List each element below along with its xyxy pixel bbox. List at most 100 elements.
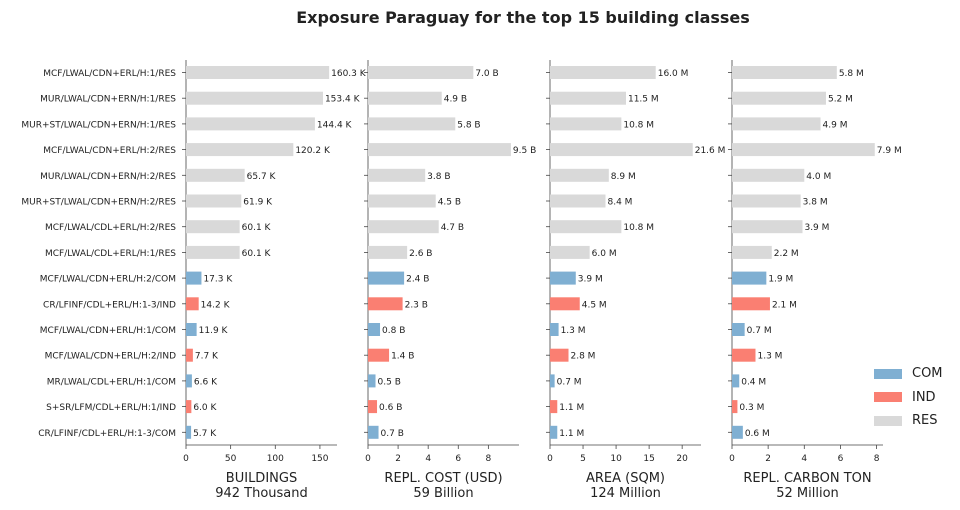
panel-4-bar-s-sr-lfm-cdl-erl-h-1-ind bbox=[732, 400, 738, 414]
panel-1-bar-mur-st-lwal-cdn-ern-h-1-res bbox=[186, 117, 315, 131]
panel-2-value-label: 4.7 B bbox=[441, 223, 464, 233]
panel-3-bar-mcf-lwal-cdl-erl-h-2-res bbox=[550, 220, 622, 234]
category-label-mcf-lwal-cdn-erl-h-2-ind: MCF/LWAL/CDN+ERL/H:2/IND bbox=[45, 352, 176, 362]
panel-3-x-tick-label: 5 bbox=[580, 454, 586, 464]
panel-2-value-label: 0.7 B bbox=[381, 429, 404, 439]
panel-4-value-label: 0.4 M bbox=[741, 377, 766, 387]
panel-4-bar-mcf-lwal-cdn-erl-h-2-ind bbox=[732, 348, 756, 362]
panel-4-value-label: 7.9 M bbox=[877, 146, 902, 156]
panel-4-value-label: 2.2 M bbox=[774, 249, 799, 259]
panel-4-bar-mcf-lwal-cdn-erl-h-1-com bbox=[732, 323, 745, 336]
legend-item-ind: IND bbox=[874, 386, 943, 410]
panel-3-value-label: 8.9 M bbox=[611, 172, 636, 182]
panel-2-value-label: 5.8 B bbox=[457, 120, 480, 130]
legend-swatch-ind bbox=[874, 392, 902, 403]
panel-2-bar-mr-lwal-cdl-erl-h-1-com bbox=[368, 374, 376, 388]
panel-1-x-tick-label: 0 bbox=[183, 454, 189, 464]
panel-2-value-label: 0.6 B bbox=[379, 403, 402, 413]
panel-2-bar-mcf-lwal-cdn-erl-h-1-com bbox=[368, 323, 381, 336]
panel-4-x-tick-label: 8 bbox=[874, 454, 880, 464]
panel-3-x-tick-label: 0 bbox=[547, 454, 553, 464]
panel-1-value-label: 160.3 K bbox=[331, 69, 367, 79]
panel-4-bar-cr-lfinf-cdl-erl-h-1-3-ind bbox=[732, 297, 770, 311]
panel-1-bar-mcf-lwal-cdn-erl-h-2-ind bbox=[186, 348, 193, 362]
panel-4-x-tick-label: 6 bbox=[838, 454, 844, 464]
panel-3-bar-mcf-lwal-cdn-erl-h-2-res bbox=[550, 143, 693, 157]
legend-item-com: COM bbox=[874, 362, 943, 386]
panel-3-bar-mcf-lwal-cdn-erl-h-2-com bbox=[550, 271, 576, 285]
panel-2-bar-mcf-lwal-cdn-erl-h-2-ind bbox=[368, 348, 390, 362]
panel-2-bar-mcf-lwal-cdn-erl-h-2-res bbox=[368, 143, 511, 157]
panel-3-value-label: 8.4 M bbox=[608, 198, 633, 208]
panel-1-value-label: 6.6 K bbox=[194, 377, 218, 387]
panel-2-bar-mcf-lwal-cdl-erl-h-2-res bbox=[368, 220, 439, 234]
legend-swatch-res bbox=[874, 415, 902, 426]
panel-2-bar-mur-lwal-cdn-ern-h-1-res bbox=[368, 91, 442, 105]
panel-1-x-tick-label: 150 bbox=[311, 454, 328, 464]
category-label-mr-lwal-cdl-erl-h-1-com: MR/LWAL/CDL+ERL/H:1/COM bbox=[47, 377, 176, 387]
panel-3-value-label: 21.6 M bbox=[695, 146, 726, 156]
panel-3-value-label: 10.8 M bbox=[623, 120, 654, 130]
panel-4-x-tick-label: 0 bbox=[729, 454, 735, 464]
panel-4-bar-mcf-lwal-cdl-erl-h-2-res bbox=[732, 220, 803, 234]
category-label-mur-st-lwal-cdn-ern-h-1-res: MUR+ST/LWAL/CDN+ERN/H:1/RES bbox=[21, 120, 176, 130]
panel-2-bar-mcf-lwal-cdn-erl-h-2-com bbox=[368, 271, 405, 285]
legend-item-res: RES bbox=[874, 409, 943, 433]
panel-2-value-label: 2.3 B bbox=[405, 300, 428, 310]
category-label-cr-lfinf-cdl-erl-h-1-3-ind: CR/LFINF/CDL+ERL/H:1-3/IND bbox=[43, 300, 176, 310]
panel-2-bar-mur-lwal-cdn-ern-h-2-res bbox=[368, 168, 426, 182]
panel-4-value-label: 4.9 M bbox=[823, 120, 848, 130]
panel-3-value-label: 6.0 M bbox=[592, 249, 617, 259]
panel-4-bar-mur-lwal-cdn-ern-h-2-res bbox=[732, 168, 805, 182]
panel-3-value-label: 11.5 M bbox=[628, 95, 659, 105]
panel-2-x-tick-label: 2 bbox=[395, 454, 401, 464]
panel-3-x-tick-label: 20 bbox=[676, 454, 688, 464]
panel-3-total: 124 Million bbox=[590, 486, 661, 501]
panel-4-bar-mr-lwal-cdl-erl-h-1-com bbox=[732, 374, 740, 388]
category-label-mcf-lwal-cdn-erl-h-2-com: MCF/LWAL/CDN+ERL/H:2/COM bbox=[40, 275, 176, 285]
panel-2-value-label: 0.5 B bbox=[378, 377, 401, 387]
panel-1-value-label: 153.4 K bbox=[325, 95, 361, 105]
panel-2-bar-mur-st-lwal-cdn-ern-h-1-res bbox=[368, 117, 456, 131]
panel-3-bar-mur-st-lwal-cdn-ern-h-1-res bbox=[550, 117, 622, 131]
panel-1-bar-cr-lfinf-cdl-erl-h-1-3-com bbox=[186, 425, 192, 439]
panel-4-value-label: 0.3 M bbox=[739, 403, 764, 413]
chart-title: Exposure Paraguay for the top 15 buildin… bbox=[296, 8, 750, 27]
panel-1-bar-mcf-lwal-cdn-erl-h-1-res bbox=[186, 66, 330, 79]
category-label-mcf-lwal-cdn-erl-h-2-res: MCF/LWAL/CDN+ERL/H:2/RES bbox=[43, 146, 176, 156]
category-label-mcf-lwal-cdn-erl-h-1-com: MCF/LWAL/CDN+ERL/H:1/COM bbox=[40, 326, 176, 336]
panel-2-value-label: 9.5 B bbox=[513, 146, 536, 156]
panel-2-value-label: 1.4 B bbox=[391, 352, 414, 362]
panel-1-bar-s-sr-lfm-cdl-erl-h-1-ind bbox=[186, 400, 192, 414]
panel-1-value-label: 144.4 K bbox=[317, 120, 353, 130]
panel-3-bar-cr-lfinf-cdl-erl-h-1-3-ind bbox=[550, 297, 580, 311]
panel-3-bar-cr-lfinf-cdl-erl-h-1-3-com bbox=[550, 425, 558, 439]
panel-4-total: 52 Million bbox=[776, 486, 839, 501]
legend-label-com: COM bbox=[912, 366, 943, 382]
category-label-s-sr-lfm-cdl-erl-h-1-ind: S+SR/LFM/CDL+ERL/H:1/IND bbox=[46, 403, 176, 413]
panel-3-bar-mcf-lwal-cdn-erl-h-1-com bbox=[550, 323, 559, 336]
panel-2-bar-cr-lfinf-cdl-erl-h-1-3-ind bbox=[368, 297, 403, 311]
panel-1-value-label: 65.7 K bbox=[247, 172, 277, 182]
panel-4-bar-mcf-lwal-cdn-erl-h-1-res bbox=[732, 66, 837, 79]
panel-4-x-tick-label: 4 bbox=[801, 454, 807, 464]
panel-3-x-tick-label: 15 bbox=[643, 454, 654, 464]
panel-4-bar-mcf-lwal-cdl-erl-h-1-res bbox=[732, 245, 772, 259]
panel-1-value-label: 7.7 K bbox=[195, 352, 219, 362]
panel-2-bar-mcf-lwal-cdn-erl-h-1-res bbox=[368, 66, 474, 79]
panel-2-x-tick-label: 4 bbox=[425, 454, 431, 464]
panel-4-value-label: 0.7 M bbox=[747, 326, 772, 336]
panel-4-bar-mcf-lwal-cdn-erl-h-2-res bbox=[732, 143, 875, 157]
panel-2-value-label: 0.8 B bbox=[382, 326, 405, 336]
panel-1-bar-mur-lwal-cdn-ern-h-2-res bbox=[186, 168, 245, 182]
panel-2-value-label: 4.5 B bbox=[438, 198, 461, 208]
category-label-cr-lfinf-cdl-erl-h-1-3-com: CR/LFINF/CDL+ERL/H:1-3/COM bbox=[38, 429, 176, 439]
legend: COM IND RES bbox=[874, 362, 943, 433]
panel-4-value-label: 5.2 M bbox=[828, 95, 853, 105]
panel-2-value-label: 4.9 B bbox=[444, 95, 467, 105]
panel-3-bar-mr-lwal-cdl-erl-h-1-com bbox=[550, 374, 555, 388]
panel-2-x-tick-label: 0 bbox=[365, 454, 371, 464]
panel-1-bar-mcf-lwal-cdl-erl-h-2-res bbox=[186, 220, 240, 234]
panel-2-value-label: 2.6 B bbox=[409, 249, 432, 259]
